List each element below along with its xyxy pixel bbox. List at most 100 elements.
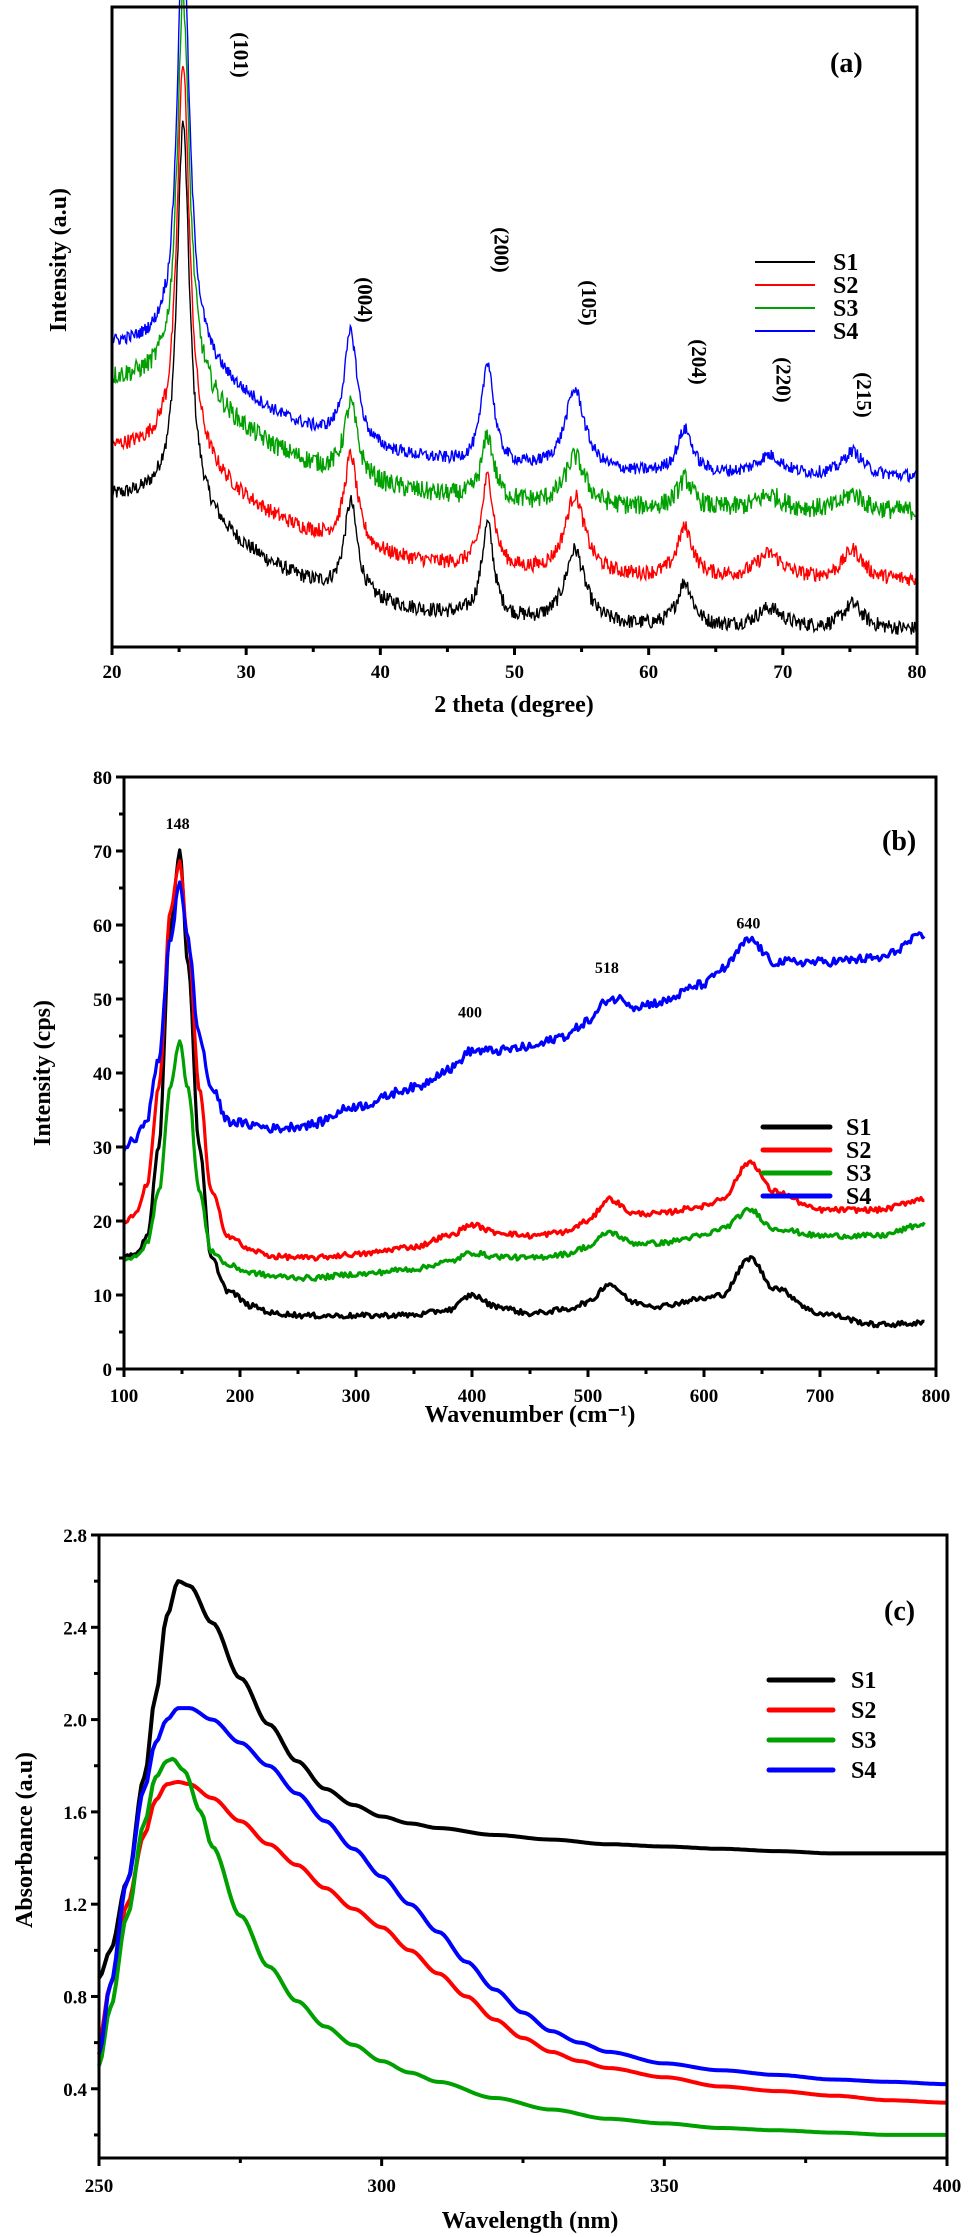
y-tick-label: 2.4 — [63, 1618, 87, 1639]
legend-item-s4: S4 — [755, 319, 858, 345]
series-line-s1 — [122, 848, 925, 1329]
panel-c-legend: S1 S2 S3 S4 — [766, 1668, 876, 1784]
y-tick-label: 70 — [93, 842, 112, 863]
series-line-s3 — [122, 1039, 926, 1282]
peak-label: 518 — [595, 960, 619, 977]
panel-c-series — [97, 1579, 948, 2137]
series-line-s2 — [97, 1779, 947, 2105]
panel-b-peak-labels: 148 400 518 640 — [166, 816, 761, 1022]
y-tick-label: 2.0 — [63, 1711, 87, 1732]
x-tick-label: 350 — [650, 2176, 679, 2197]
y-tick-label: 40 — [93, 1064, 112, 1085]
x-tick-label: 80 — [908, 662, 927, 683]
panel-a-frame — [110, 5, 919, 649]
x-tick-label: 600 — [690, 1386, 719, 1407]
legend-label: S3 — [833, 296, 858, 322]
peak-label: 640 — [736, 916, 760, 933]
y-tick-label: 0.4 — [63, 2080, 87, 2101]
x-tick-label: 70 — [773, 662, 792, 683]
peak-label: (204) — [687, 339, 711, 385]
legend-item-s1: S1 — [760, 1115, 871, 1141]
y-tick-label: 1.2 — [63, 1895, 87, 1916]
y-tick-label: 0 — [103, 1360, 113, 1381]
peak-label: (215) — [852, 372, 876, 418]
panel-a-peak-labels: (101) (004) (200) (105) (204) (220) (215) — [229, 32, 876, 418]
panel-b-label: (b) — [882, 826, 916, 857]
legend-item-s2: S2 — [766, 1698, 876, 1724]
legend-label: S3 — [851, 1728, 876, 1754]
peak-label: 148 — [166, 816, 190, 833]
legend-label: S2 — [846, 1138, 871, 1164]
x-tick-label: 300 — [342, 1386, 371, 1407]
legend-item-s4: S4 — [760, 1184, 871, 1210]
panel-a-x-ticks: 20 30 40 50 60 70 80 — [103, 647, 927, 683]
y-tick-label: 60 — [93, 916, 112, 937]
panel-c-x-axis-title: Wavelength (nm) — [442, 2208, 619, 2234]
panel-b-x-axis-title: Wavenumber (cm⁻¹) — [425, 1402, 636, 1428]
x-tick-label: 30 — [237, 662, 256, 683]
panel-a-y-axis-title: Intensity (a.u) — [46, 188, 72, 332]
y-tick-label: 20 — [93, 1212, 112, 1233]
peak-label: 400 — [458, 1005, 482, 1022]
series-line-s2 — [122, 859, 925, 1262]
y-tick-label: 50 — [93, 990, 112, 1011]
panel-b-y-ticks: 0 10 20 30 40 50 60 70 80 — [93, 768, 124, 1381]
panel-a-label: (a) — [830, 48, 863, 79]
legend-label: S4 — [851, 1758, 876, 1784]
legend-item-s2: S2 — [755, 273, 858, 299]
series-line-s3 — [111, 0, 917, 521]
panel-b-series — [122, 848, 926, 1329]
x-tick-label: 700 — [806, 1386, 835, 1407]
series-line-s4 — [111, 0, 917, 484]
x-tick-label: 20 — [103, 662, 122, 683]
x-tick-label: 250 — [85, 2176, 114, 2197]
x-tick-label: 500 — [574, 1386, 603, 1407]
panel-b-raman: 100 200 300 400 500 600 700 800 0 10 20 30 40 50 60 70… — [30, 768, 950, 1428]
legend-label: S4 — [833, 319, 858, 345]
series-line-s1 — [111, 120, 917, 635]
series-line-s2 — [111, 65, 917, 586]
y-tick-label: 10 — [93, 1286, 112, 1307]
series-line-s1 — [97, 1579, 947, 1980]
legend-label: S2 — [851, 1698, 876, 1724]
peak-label: (220) — [771, 357, 795, 403]
series-line-s4 — [122, 880, 926, 1152]
series-line-s4 — [97, 1706, 948, 2087]
legend-item-s3: S3 — [755, 296, 858, 322]
legend-label: S1 — [846, 1115, 871, 1141]
x-tick-label: 300 — [367, 2176, 396, 2197]
peak-label: (200) — [490, 227, 514, 273]
peak-label: (105) — [577, 280, 601, 326]
x-tick-label: 400 — [933, 2176, 962, 2197]
y-tick-label: 30 — [93, 1138, 112, 1159]
legend-label: S2 — [833, 273, 858, 299]
x-tick-label: 50 — [505, 662, 524, 683]
legend-label: S4 — [846, 1184, 871, 1210]
legend-item-s1: S1 — [755, 250, 858, 276]
legend-item-s3: S3 — [760, 1161, 871, 1187]
x-tick-label: 800 — [922, 1386, 951, 1407]
x-tick-label: 60 — [639, 662, 658, 683]
panel-c-x-ticks: 250 300 350 400 — [85, 2158, 962, 2197]
legend-item-s1: S1 — [766, 1668, 876, 1694]
legend-item-s4: S4 — [766, 1758, 876, 1784]
legend-label: S1 — [833, 250, 858, 276]
peak-label: (004) — [353, 277, 377, 323]
panel-b-x-ticks: 100 200 300 400 500 600 700 800 — [110, 1369, 951, 1407]
y-tick-label: 0.8 — [63, 1987, 87, 2008]
x-tick-label: 200 — [226, 1386, 255, 1407]
panel-b-frame — [122, 775, 938, 1371]
y-tick-label: 2.8 — [63, 1526, 87, 1547]
panel-c-frame — [97, 1533, 949, 2160]
panel-c-y-ticks: 0.4 0.8 1.2 1.6 2.0 2.4 2.8 — [63, 1526, 99, 2137]
panel-c-uv-vis: 250 300 350 400 0.40.81.21.62.02.42.8 S1S2S… — [12, 1526, 961, 2234]
panel-a-xrd: 20 30 40 50 60 70 80 (101) (004) (200) (105) (204)… — [46, 0, 927, 718]
legend-item-s3: S3 — [766, 1728, 876, 1754]
panel-c-y-axis-title: Absorbance (a.u) — [12, 1752, 38, 1928]
x-tick-label: 100 — [110, 1386, 139, 1407]
y-tick-label: 1.6 — [63, 1803, 87, 1824]
panel-a-x-axis-title: 2 theta (degree) — [434, 692, 594, 718]
